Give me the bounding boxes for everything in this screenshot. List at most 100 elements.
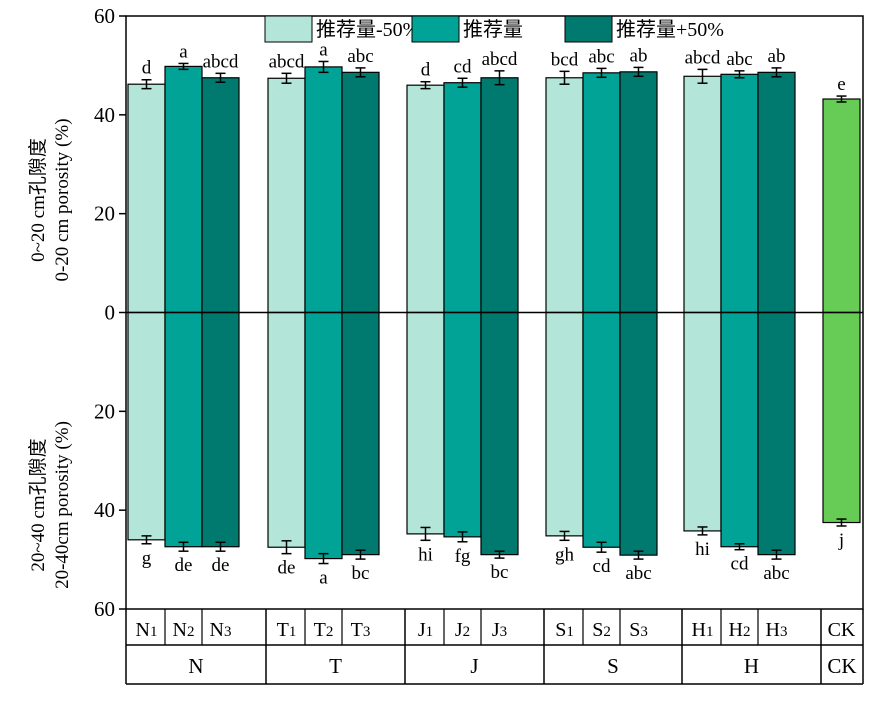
letter-bottom-J1: hi — [418, 544, 433, 565]
letter-top-S2: abc — [588, 46, 614, 67]
letter-top-T3: abc — [347, 46, 373, 67]
y-tick-label: 20 — [94, 202, 115, 226]
letter-top-H2: abc — [726, 49, 752, 70]
bar-top-S1 — [545, 77, 584, 314]
bar-top-J2 — [443, 82, 482, 314]
y-tick-label: 40 — [94, 498, 115, 522]
y-axis-title-top-cn: 0~20 cm孔隙度 — [27, 138, 49, 262]
x-tick-label-J1: J1 — [418, 619, 433, 641]
legend-swatch — [264, 15, 313, 43]
x-tick-label-H3: H3 — [766, 619, 788, 641]
letter-top-N3: abcd — [203, 51, 239, 72]
y-tick-label: 0 — [105, 301, 116, 325]
x-tick-label-S3: S3 — [629, 619, 648, 641]
letter-top-T1: abcd — [269, 51, 305, 72]
bar-bottom-S1 — [545, 311, 584, 537]
bar-bottom-J3 — [480, 311, 519, 556]
group-label-S: S — [607, 654, 619, 678]
letter-top-N1: d — [142, 58, 152, 79]
bar-bottom-N3 — [201, 311, 240, 548]
bar-top-S3 — [619, 71, 658, 314]
letter-bottom-T2: a — [319, 568, 328, 589]
legend-label: 推荐量-50% — [316, 18, 419, 41]
bar-top-H3 — [757, 71, 796, 314]
legend-label: 推荐量 — [463, 18, 523, 41]
group-label-J: J — [470, 654, 478, 678]
y-axis-title-bottom-en: 20-40cm porosity (%) — [52, 421, 73, 589]
bar-top-S2 — [582, 72, 621, 314]
letter-top-S1: bcd — [551, 49, 579, 70]
x-tick-label-S1: S1 — [555, 619, 574, 641]
legend-swatch — [564, 15, 613, 43]
bar-bottom-N1 — [127, 311, 166, 541]
bar-top-H2 — [720, 73, 759, 314]
bar-bottom-H2 — [720, 311, 759, 548]
letter-bottom-S3: abc — [625, 563, 651, 584]
letter-bottom-H3: abc — [763, 563, 789, 584]
x-tick-label-J2: J2 — [455, 619, 470, 641]
bar-bottom-T1 — [267, 311, 306, 548]
bar-top-N2 — [164, 65, 203, 314]
group-label-T: T — [329, 654, 342, 678]
bar-bottom-N2 — [164, 311, 203, 548]
bars: dgadeabcddeabcddeaaabcbcdhicdfgabcdbcbcd… — [127, 39, 861, 589]
bar-bottom-H3 — [757, 311, 796, 556]
letter-bottom-S2: cd — [593, 556, 611, 577]
letter-bottom-N1: g — [142, 548, 152, 569]
x-axis-table: N1 N2 N3 T1 T2 T3 J1 J2 J3 S1 S2 S3 H1 H2 H3 CK N T J S H CK — [125, 609, 864, 685]
x-tick-label-N1: N1 — [136, 619, 158, 641]
y-tick-label: 40 — [94, 103, 115, 127]
x-tick-label-H2: H2 — [729, 619, 751, 641]
bar-top-T1 — [267, 77, 306, 314]
x-tick-label-N2: N2 — [173, 619, 195, 641]
y-axis-title-bottom-cn: 20~40 cm孔隙度 — [27, 438, 49, 571]
letter-top-S3: ab — [630, 45, 648, 66]
bar-top-N3 — [201, 77, 240, 314]
x-tick-label-J3: J3 — [492, 619, 507, 641]
y-axis-title-top-en: 0-20 cm porosity (%) — [52, 118, 73, 281]
letter-top-N2: a — [179, 41, 188, 62]
x-tick-label-T3: T3 — [351, 619, 371, 641]
x-tick-label-T1: T1 — [277, 619, 297, 641]
x-tick-label-T2: T2 — [314, 619, 334, 641]
group-label-N: N — [188, 654, 203, 678]
letter-bottom-T1: de — [278, 558, 296, 579]
letter-top-CK: e — [837, 74, 845, 95]
x-tick-label-H1: H1 — [692, 619, 714, 641]
bar-top-T3 — [341, 71, 380, 314]
legend: 推荐量-50% 推荐量 推荐量+50% — [264, 15, 724, 43]
bar-bottom-T3 — [341, 311, 380, 556]
letter-bottom-N2: de — [175, 555, 193, 576]
bar-top-CK — [822, 98, 861, 314]
letter-top-J3: abcd — [482, 49, 518, 70]
bar-top-N1 — [127, 83, 166, 314]
bar-bottom-CK — [822, 311, 861, 524]
bar-bottom-T2 — [304, 311, 343, 560]
bar-bottom-J1 — [406, 311, 445, 535]
letter-bottom-H2: cd — [731, 554, 749, 575]
letter-bottom-J3: bc — [491, 562, 509, 583]
letter-bottom-N3: de — [212, 555, 230, 576]
letter-top-H3: ab — [768, 46, 786, 67]
plot-frame — [125, 15, 864, 610]
letter-top-J1: d — [421, 60, 431, 81]
letter-top-J2: cd — [454, 56, 472, 77]
bar-top-H1 — [683, 75, 722, 314]
y-tick-label: 20 — [94, 399, 115, 423]
legend-label: 推荐量+50% — [616, 18, 724, 41]
x-tick-label-CK: CK — [828, 619, 856, 641]
bar-bottom-S2 — [582, 311, 621, 548]
bar-top-J1 — [406, 84, 445, 314]
letter-top-H1: abcd — [685, 47, 721, 68]
letter-bottom-J2: fg — [455, 546, 471, 567]
bar-top-T2 — [304, 66, 343, 314]
letter-top-T2: a — [319, 39, 328, 60]
bar-bottom-H1 — [683, 311, 722, 532]
letter-bottom-T3: bc — [352, 563, 370, 584]
y-axis-titles: 0~20 cm孔隙度 0-20 cm porosity (%) 20~40 cm… — [27, 118, 73, 588]
letter-bottom-H1: hi — [695, 539, 710, 560]
group-label-H: H — [744, 654, 759, 678]
letter-bottom-S1: gh — [555, 544, 575, 565]
x-tick-label-N3: N3 — [210, 619, 232, 641]
